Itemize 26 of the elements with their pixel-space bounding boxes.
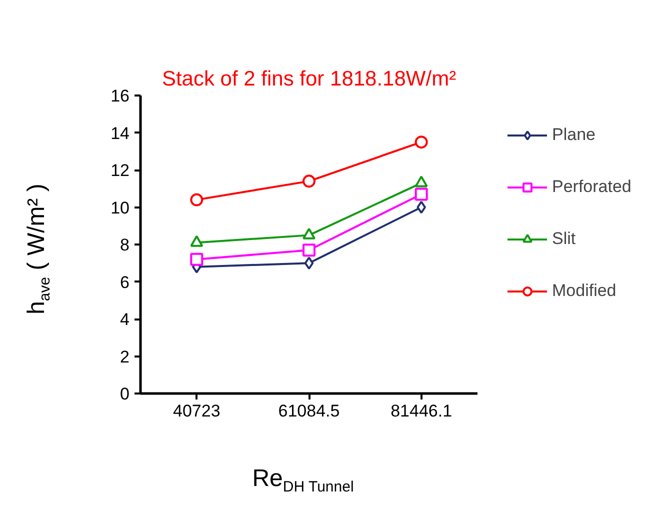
y-tick-label: 6 [120,272,130,292]
x-axis-title: Re$_{DH Tunnel}$ [252,464,354,498]
x-tick-label: 61084.5 [278,402,340,420]
y-tick-label: 2 [120,347,130,366]
point [190,193,204,206]
y-tick-label: 14 [110,124,130,143]
legend-label: Plane [552,125,596,145]
x-tick-label: 81446.1 [390,402,452,420]
point [414,188,428,201]
legend-label: Perforated [552,177,632,197]
y-tick-label: 8 [120,236,130,254]
y-tick-label: 12 [110,161,130,180]
y-tick-label: 0 [120,384,130,404]
point [414,136,428,149]
point [302,244,316,257]
x-tick-label: 40723 [173,402,220,420]
y-tick-label: 16 [110,86,130,106]
legend-label: Slit [552,229,576,249]
point [302,174,316,188]
point [416,200,426,214]
point [304,256,314,270]
y-tick-label: 10 [110,198,130,218]
chart-title: Stack of 2 fins for 1818.18W/m² [162,68,456,90]
y-tick-label: 4 [120,310,130,329]
point [190,252,204,266]
legend-label: Modified [552,281,616,301]
